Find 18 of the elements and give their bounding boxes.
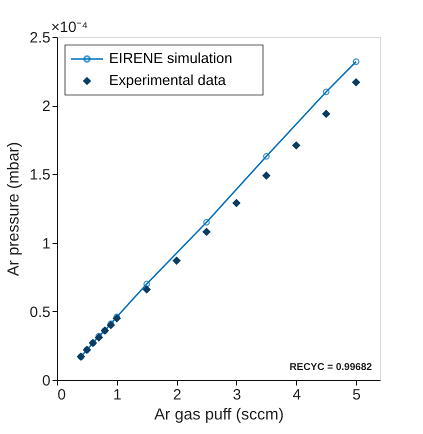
x-tick-label: 3 [232,386,242,404]
y-tick-label: 1.5 [30,166,50,184]
y-tick-label: 2 [42,98,50,116]
y-tick-label: 0 [42,372,50,390]
legend-label: Experimental data [109,73,227,89]
legend-label: EIRENE simulation [109,51,232,67]
y-axis-title: Ar pressure (mbar) [6,142,23,276]
y-tick-label: 2.5 [30,30,50,46]
y-tick-label: 0.5 [30,304,50,321]
annotation: RECYC = 0.99682 [289,362,372,373]
x-tick-label: 1 [113,386,122,404]
x-tick-label: 5 [352,386,361,404]
x-tick-label: 0 [58,386,66,404]
x-axis-title: Ar gas puff (sccm) [154,406,284,424]
x-tick-label: 2 [172,386,182,404]
text: ×10⁻⁴ [51,19,88,36]
y-tick-label: 1 [42,235,50,252]
x-tick-label: 4 [292,386,301,404]
